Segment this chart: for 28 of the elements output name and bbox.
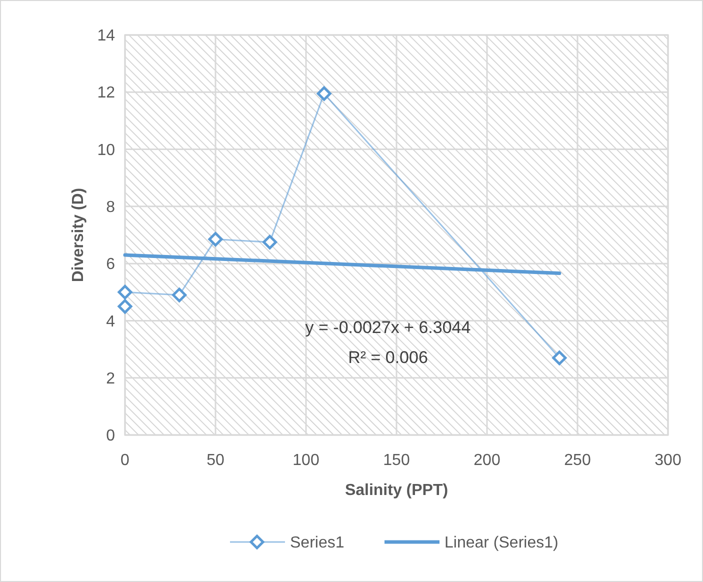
y-tick-label: 10 — [97, 142, 116, 159]
point — [552, 350, 567, 366]
y-tick-label: 0 — [106, 428, 116, 445]
point — [118, 284, 132, 300]
y-tick-label: 2 — [106, 370, 116, 388]
y-axis-title: Diversity (D) — [70, 188, 87, 282]
annotation: R² = 0.006 — [348, 348, 428, 367]
y-tick-label: 12 — [97, 84, 116, 102]
y-tick-label: 14 — [97, 28, 116, 45]
y-tick-label: 8 — [106, 199, 116, 216]
x-tick-label: 250 — [564, 452, 591, 469]
point — [118, 299, 132, 314]
legend-label: Series1 — [290, 534, 344, 552]
x-tick-label: 150 — [383, 452, 410, 469]
point — [172, 288, 187, 302]
x-tick-label: 200 — [474, 452, 500, 469]
x-tick-label: 300 — [654, 452, 682, 469]
y-tick-label: 6 — [106, 256, 116, 274]
legend-label: Linear (Series1) — [444, 534, 558, 552]
x-tick-label: 0 — [120, 452, 130, 469]
y-tick-label: 4 — [106, 313, 116, 330]
x-tick-label: 100 — [292, 452, 320, 469]
point — [316, 86, 332, 101]
x-axis-title: Salinity (PPT) — [344, 482, 448, 499]
point — [208, 232, 223, 247]
annotation: y = -0.0027x + 6.3044 — [305, 318, 471, 337]
x-tick-label: 50 — [206, 452, 224, 469]
point — [262, 234, 278, 250]
